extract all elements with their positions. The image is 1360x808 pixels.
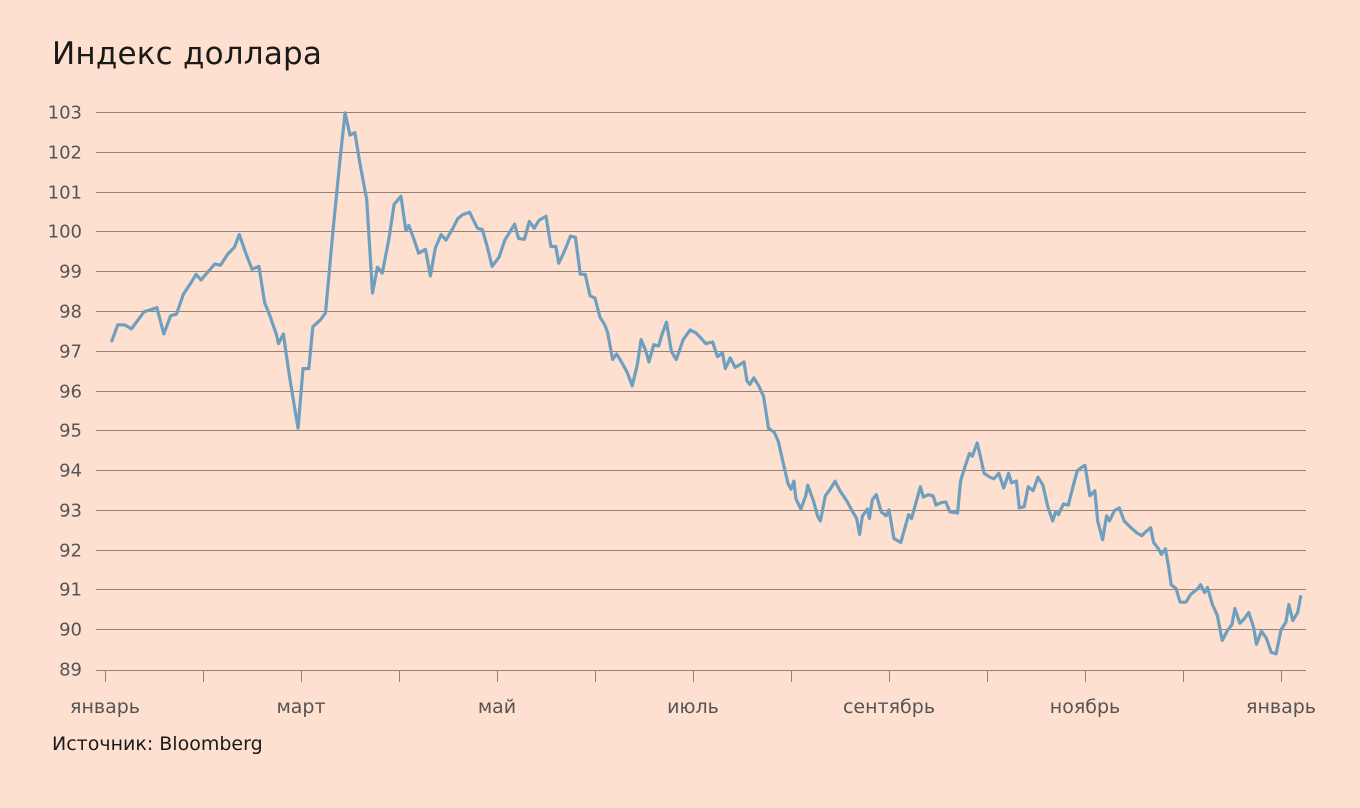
y-tick-label: 92 [59, 541, 82, 562]
y-tick-label: 93 [59, 501, 82, 522]
x-axis: январь март май июль сентябрь ноябрь январь [70, 670, 1316, 718]
x-tick-label: июль [667, 696, 719, 718]
chart-title: Индекс доллара [52, 36, 323, 72]
y-tick-label: 102 [48, 143, 82, 164]
y-tick-label: 95 [59, 421, 82, 442]
y-tick-label: 98 [59, 302, 82, 323]
series-line-0 [110, 111, 1303, 656]
x-tick-label: март [276, 696, 325, 718]
source-note: Источник: Bloomberg [52, 733, 263, 755]
y-tick-label: 103 [48, 103, 82, 124]
y-tick-label: 89 [59, 660, 82, 681]
x-tick-label: январь [1246, 696, 1316, 718]
y-tick-label: 99 [59, 262, 82, 283]
x-tick-label: январь [70, 696, 140, 718]
x-tick-label: сентябрь [843, 696, 935, 718]
x-tick-label: ноябрь [1050, 696, 1120, 718]
x-tick-label: май [478, 696, 516, 718]
series-layer [110, 111, 1303, 656]
y-tick-label: 94 [59, 461, 82, 482]
y-tick-label: 90 [59, 620, 82, 641]
gridlines [96, 112, 1306, 630]
y-tick-label: 97 [59, 342, 82, 363]
y-axis-ticks: 89 90 91 92 93 94 95 96 97 98 99 100 101 102 103 [48, 103, 82, 681]
y-tick-label: 100 [48, 222, 82, 243]
y-tick-label: 96 [59, 382, 82, 403]
y-tick-label: 91 [59, 580, 82, 601]
y-tick-label: 101 [48, 183, 82, 204]
